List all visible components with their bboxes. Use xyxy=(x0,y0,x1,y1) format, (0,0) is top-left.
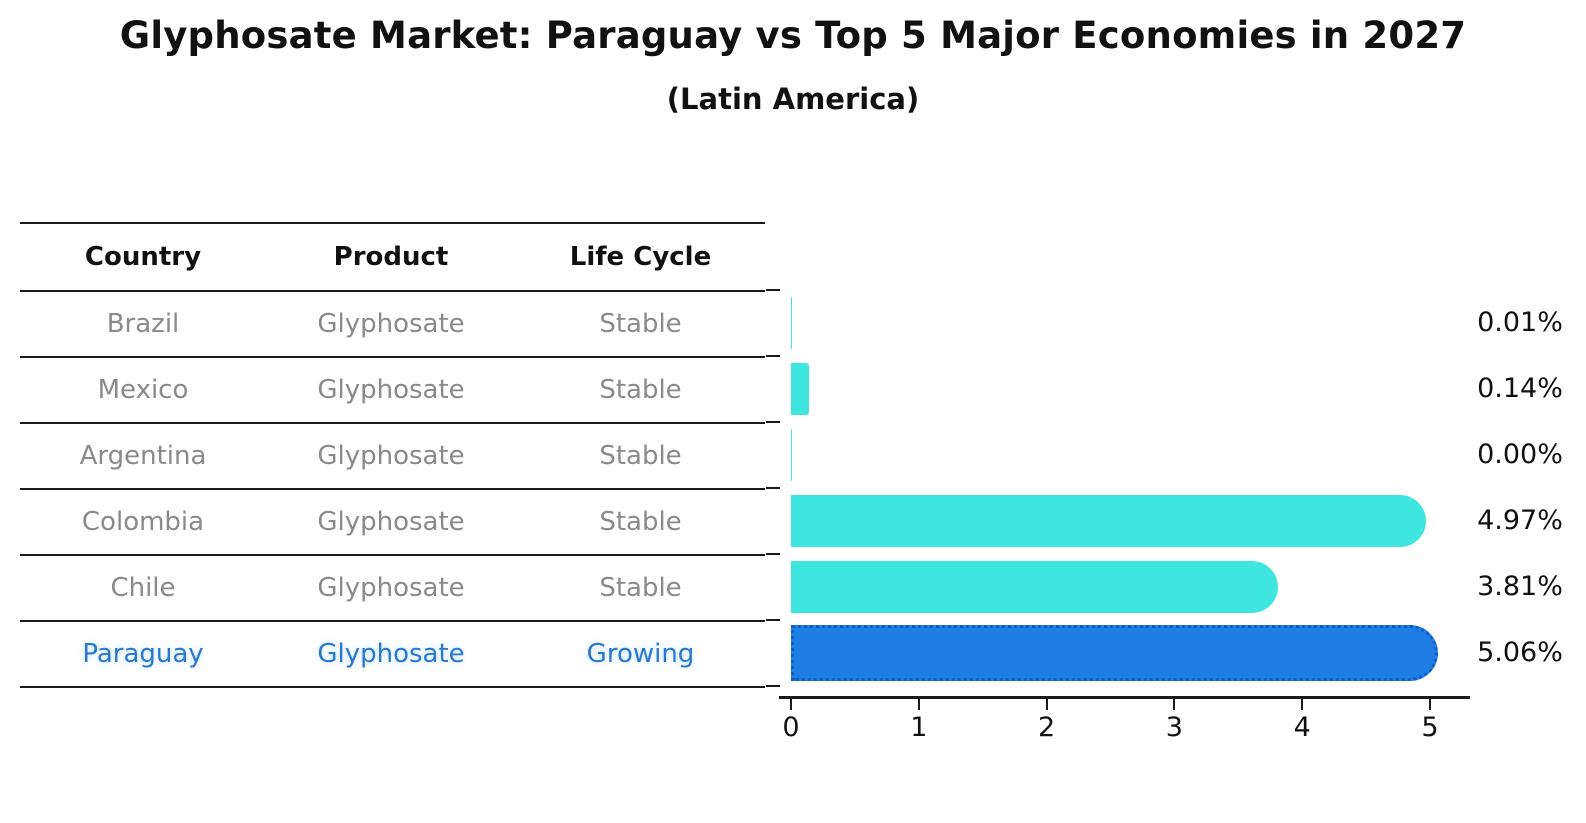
x-tick-label: 0 xyxy=(782,712,800,743)
table-cell-life-cycle: Stable xyxy=(599,507,682,537)
comparison-table: Country Product Life Cycle Brazil Glyphos… xyxy=(20,222,765,688)
table-cell-country: Argentina xyxy=(79,441,207,471)
table-cell-product: Glyphosate xyxy=(317,639,465,669)
table-row-argentina: Argentina Glyphosate Stable xyxy=(20,424,765,490)
y-tick xyxy=(766,421,780,423)
y-tick xyxy=(766,487,780,489)
bar-mexico xyxy=(791,363,809,415)
x-tick-label: 2 xyxy=(1038,712,1056,743)
x-tick xyxy=(1173,699,1176,710)
table-cell-country: Colombia xyxy=(81,507,205,537)
bar-colombia xyxy=(791,495,1427,547)
y-tick xyxy=(766,289,780,291)
x-tick-label: 1 xyxy=(910,712,928,743)
table-header-product: Product xyxy=(333,242,449,272)
x-axis-line xyxy=(779,696,1470,699)
table-row-chile: Chile Glyphosate Stable xyxy=(20,556,765,622)
y-tick xyxy=(766,685,780,687)
x-tick-label: 5 xyxy=(1421,712,1439,743)
table-cell-product: Glyphosate xyxy=(317,573,465,603)
chart-title: Glyphosate Market: Paraguay vs Top 5 Maj… xyxy=(119,14,1467,57)
table-cell-life-cycle: Stable xyxy=(599,573,682,603)
value-label-colombia: 4.97% xyxy=(1477,505,1563,536)
table-cell-country: Mexico xyxy=(97,375,189,405)
table-row-colombia: Colombia Glyphosate Stable xyxy=(20,490,765,556)
table-cell-life-cycle: Growing xyxy=(586,639,695,669)
bar-paraguay xyxy=(791,625,1438,681)
table-header-row: Country Product Life Cycle xyxy=(20,222,765,292)
table-header-life-cycle: Life Cycle xyxy=(569,242,712,272)
bar-chile xyxy=(791,561,1278,613)
table-cell-life-cycle: Stable xyxy=(599,441,682,471)
value-label-mexico: 0.14% xyxy=(1477,373,1563,404)
x-tick xyxy=(917,699,920,710)
value-label-chile: 3.81% xyxy=(1477,571,1563,602)
table-cell-product: Glyphosate xyxy=(317,441,465,471)
value-label-argentina: 0.00% xyxy=(1477,439,1563,470)
x-tick xyxy=(1429,699,1431,710)
value-label-paraguay: 5.06% xyxy=(1477,637,1563,668)
y-tick xyxy=(766,619,780,621)
bar-argentina xyxy=(791,429,792,481)
table-cell-product: Glyphosate xyxy=(317,309,465,339)
table-cell-country: Chile xyxy=(110,573,176,603)
table-cell-country: Paraguay xyxy=(82,639,204,669)
table-row-brazil: Brazil Glyphosate Stable xyxy=(20,292,765,358)
bar-brazil xyxy=(791,297,793,349)
x-tick-label: 3 xyxy=(1165,712,1183,743)
table-cell-life-cycle: Stable xyxy=(599,309,682,339)
table-cell-life-cycle: Stable xyxy=(599,375,682,405)
table-row-mexico: Mexico Glyphosate Stable xyxy=(20,358,765,424)
table-rows: Brazil Glyphosate Stable Mexico Glyphosate St… xyxy=(20,292,765,688)
x-tick xyxy=(1045,699,1048,710)
x-tick xyxy=(1301,699,1304,710)
y-tick xyxy=(766,553,780,555)
y-tick xyxy=(766,355,780,357)
table-cell-product: Glyphosate xyxy=(317,507,465,537)
chart-subtitle: (Latin America) xyxy=(666,82,920,116)
x-tick-label: 4 xyxy=(1293,712,1311,743)
table-header-country: Country xyxy=(84,242,202,272)
table-row-paraguay: Paraguay Glyphosate Growing xyxy=(20,622,765,688)
x-tick xyxy=(790,699,792,710)
table-cell-country: Brazil xyxy=(106,309,180,339)
value-label-brazil: 0.01% xyxy=(1477,307,1563,338)
table-cell-product: Glyphosate xyxy=(317,375,465,405)
